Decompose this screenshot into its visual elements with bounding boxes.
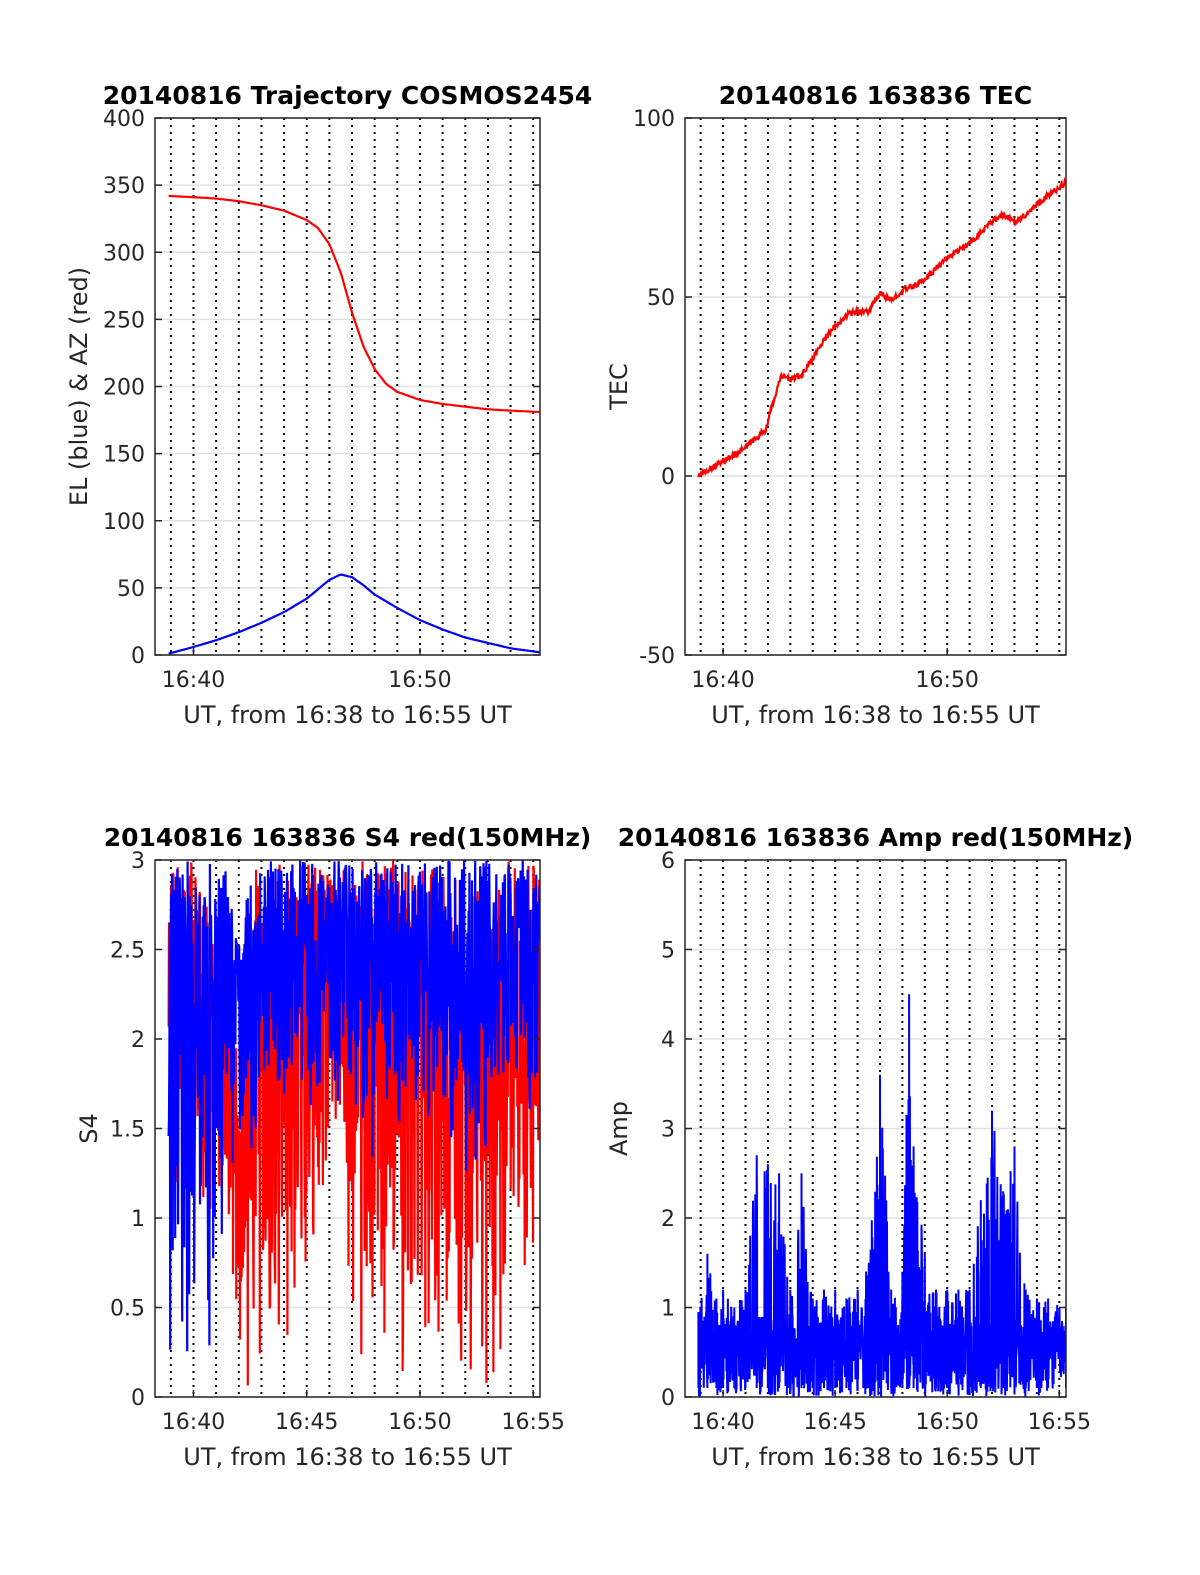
y-tick-label: 250 (103, 308, 145, 333)
x-tick-label: 16:40 (691, 1410, 754, 1435)
x-axis-label: UT, from 16:38 to 16:55 UT (711, 1443, 1040, 1471)
x-axis-label: UT, from 16:38 to 16:55 UT (183, 1443, 512, 1471)
y-tick-label: -50 (639, 644, 675, 669)
y-tick-label: 5 (661, 939, 675, 964)
y-tick-label: 0.5 (110, 1297, 145, 1322)
y-tick-label: 1.5 (110, 1118, 145, 1143)
y-tick-label: 2 (131, 1028, 145, 1053)
y-tick-label: 2 (661, 1207, 675, 1232)
y-tick-label: 1 (661, 1297, 675, 1322)
y-tick-label: 150 (103, 443, 145, 468)
y-tick-label: 3 (661, 1118, 675, 1143)
x-tick-label: 16:50 (388, 1410, 451, 1435)
panel-tec: -50 0 50 100 16:40 16:50 20140816 163836 TEC UT… (605, 81, 1067, 729)
x-tick-label: 16:40 (162, 668, 225, 693)
data-layer (697, 176, 1066, 479)
chart-title: 20140816 163836 Amp red(150MHz) (618, 823, 1134, 852)
series-line-1 (167, 860, 540, 1352)
x-tick-label: 16:50 (388, 668, 451, 693)
series-line-1 (168, 573, 540, 655)
y-tick-label: 300 (103, 241, 145, 266)
panel-amp: 0 1 2 3 4 5 6 16:40 16:45 16:50 16:55 20140816 1638… (605, 823, 1133, 1471)
x-tick-label: 16:40 (691, 668, 754, 693)
y-tick-label: 0 (661, 465, 675, 490)
y-tick-label: 50 (117, 577, 145, 602)
y-tick-label: 0 (661, 1386, 675, 1411)
x-axis-label: UT, from 16:38 to 16:55 UT (183, 701, 512, 729)
data-layer (697, 994, 1066, 1397)
y-tick-label: 6 (661, 849, 675, 874)
series-line-0 (697, 994, 1066, 1397)
x-tick-label: 16:40 (162, 1410, 225, 1435)
y-tick-label: 2.5 (110, 939, 145, 964)
y-tick-label: 100 (103, 510, 145, 535)
x-tick-label: 16:55 (1028, 1410, 1091, 1435)
x-tick-label: 16:45 (803, 1410, 866, 1435)
plot-area (685, 118, 1066, 655)
x-tick-label: 16:45 (275, 1410, 338, 1435)
series-line-0 (697, 176, 1066, 479)
y-tick-label: 50 (647, 286, 675, 311)
y-tick-label: 0 (131, 644, 145, 669)
data-layer (167, 860, 540, 1386)
y-tick-label: 200 (103, 376, 145, 401)
y-tick-label: 400 (103, 107, 145, 132)
y-tick-label: 4 (661, 1028, 675, 1053)
panel-trajectory: 0 50 100 150 200 250 300 350 400 16:40 16:50 201408… (65, 81, 592, 729)
series-line-0 (168, 194, 540, 414)
panel-s4: 0 0.5 1 1.5 2 2.5 3 16:40 16:45 16:50 16:55 2014081… (75, 823, 591, 1471)
chart-title: 20140816 163836 TEC (719, 81, 1032, 110)
x-tick-label: 16:55 (502, 1410, 565, 1435)
y-axis-label: TEC (605, 363, 633, 411)
y-tick-label: 3 (131, 849, 145, 874)
y-tick-label: 350 (103, 174, 145, 199)
x-axis-label: UT, from 16:38 to 16:55 UT (711, 701, 1040, 729)
x-tick-label: 16:50 (916, 668, 979, 693)
axes-box (684, 117, 1067, 656)
y-tick-label: 1 (131, 1207, 145, 1232)
y-axis-label: Amp (605, 1101, 633, 1156)
chart-title: 20140816 163836 S4 red(150MHz) (104, 823, 592, 852)
y-axis-label: S4 (75, 1113, 103, 1144)
y-axis-label: EL (blue) & AZ (red) (65, 267, 93, 506)
x-tick-label: 16:50 (916, 1410, 979, 1435)
y-tick-label: 0 (131, 1386, 145, 1411)
chart-title: 20140816 Trajectory COSMOS2454 (103, 81, 593, 110)
y-tick-label: 100 (633, 107, 675, 132)
data-layer (168, 194, 540, 655)
